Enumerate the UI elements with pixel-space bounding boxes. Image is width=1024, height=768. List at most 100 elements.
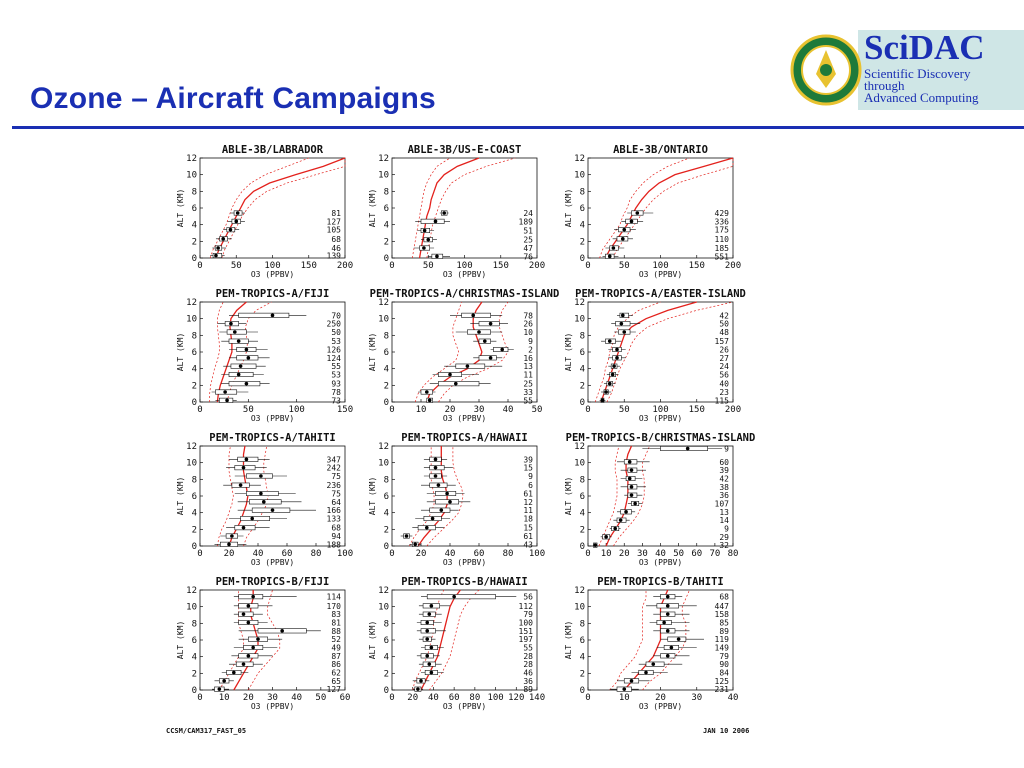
sample-count-label: 188: [327, 540, 342, 549]
sample-count-label: 43: [523, 540, 533, 549]
y-tick-label: 0: [192, 542, 197, 552]
y-tick-label: 4: [192, 365, 197, 375]
x-axis-label: O3 (PPBV): [443, 702, 486, 711]
sample-count-label: 110: [715, 235, 730, 244]
x-tick-label: 80: [728, 549, 739, 559]
sample-count-label: 64: [331, 498, 341, 507]
y-tick-label: 2: [580, 237, 585, 247]
sample-count-label: 149: [715, 644, 730, 653]
obs-median-marker: [621, 237, 625, 241]
y-tick-label: 12: [186, 442, 197, 452]
y-tick-label: 6: [580, 636, 585, 646]
sample-count-label: 56: [523, 593, 533, 602]
x-axis-label: O3 (PPBV): [639, 414, 682, 423]
footer-run-id: CCSM/CAM317_FAST_05: [166, 727, 247, 735]
sample-count-label: 36: [719, 491, 729, 500]
y-axis-label: ALT (KM): [368, 333, 377, 372]
obs-median-marker: [425, 620, 430, 625]
sample-count-label: 55: [523, 644, 533, 653]
model-range-line: [219, 590, 244, 691]
y-tick-label: 10: [378, 315, 389, 325]
x-tick-label: 20: [655, 693, 666, 703]
x-tick-label: 20: [224, 549, 235, 559]
y-axis-label: ALT (KM): [368, 621, 377, 660]
model-range-line: [606, 301, 734, 403]
obs-median-marker: [612, 364, 616, 368]
model-range-line: [594, 301, 661, 403]
obs-median-marker: [425, 629, 430, 633]
y-axis-label: ALT (KM): [176, 621, 185, 660]
sample-count-label: 38: [719, 483, 729, 492]
sample-count-label: 26: [523, 320, 533, 329]
logo-tagline-line: through: [864, 78, 905, 93]
x-tick-label: 80: [503, 549, 514, 559]
sample-count-label: 28: [523, 660, 533, 669]
y-tick-label: 8: [580, 475, 585, 485]
y-axis-label: ALT (KM): [176, 477, 185, 516]
obs-box: [426, 594, 496, 600]
obs-median-marker: [622, 330, 627, 334]
sample-count-label: 39: [523, 455, 533, 464]
obs-median-marker: [246, 604, 251, 608]
y-tick-label: 12: [378, 154, 389, 164]
y-tick-label: 8: [384, 331, 389, 341]
obs-median-marker: [270, 313, 275, 318]
y-tick-label: 12: [378, 442, 389, 452]
obs-median-marker: [618, 518, 623, 522]
obs-median-marker: [607, 339, 612, 343]
x-tick-label: 20: [619, 549, 630, 559]
y-tick-label: 0: [192, 686, 197, 696]
x-tick-label: 140: [529, 693, 545, 703]
sample-count-label: 73: [331, 396, 341, 405]
sample-count-label: 6: [528, 481, 533, 490]
y-tick-label: 8: [192, 475, 197, 485]
obs-median-marker: [607, 381, 612, 386]
sample-count-label: 79: [719, 652, 729, 661]
x-axis-label: O3 (PPBV): [639, 558, 682, 567]
sample-count-label: 114: [327, 593, 342, 602]
obs-median-marker: [448, 500, 452, 504]
x-tick-label: 60: [282, 549, 293, 559]
x-tick-label: 10: [416, 405, 427, 415]
x-tick-label: 100: [529, 549, 545, 559]
obs-median-marker: [613, 526, 617, 531]
x-tick-label: 0: [585, 549, 590, 559]
x-tick-label: 200: [337, 261, 353, 271]
model-range-line: [429, 589, 480, 691]
obs-median-marker: [225, 398, 229, 403]
sample-count-label: 27: [719, 354, 729, 363]
model-range-line: [613, 445, 650, 547]
obs-median-marker: [422, 246, 426, 250]
obs-median-marker: [238, 364, 243, 368]
sample-count-label: 133: [327, 515, 342, 524]
obs-median-marker: [227, 542, 231, 547]
obs-median-marker: [633, 501, 637, 506]
x-tick-label: 0: [389, 693, 394, 703]
ozone-profile-chart: PEM-TROPICS-B/CHRISTMAS-ISLAND 0 2 4 6 8 10 12 0…: [564, 432, 755, 567]
obs-median-marker: [244, 457, 249, 462]
obs-median-marker: [433, 474, 438, 478]
obs-median-marker: [244, 347, 249, 352]
x-tick-label: 100: [289, 405, 305, 415]
y-tick-label: 8: [580, 187, 585, 197]
x-tick-label: 0: [585, 693, 590, 703]
y-axis-label: ALT (KM): [176, 189, 185, 228]
obs-median-marker: [665, 612, 670, 616]
sample-count-label: 24: [719, 362, 729, 371]
sample-count-label: 189: [519, 217, 534, 226]
sample-count-label: 89: [719, 627, 729, 636]
y-tick-label: 10: [574, 171, 585, 181]
y-tick-label: 10: [378, 171, 389, 181]
obs-box: [238, 594, 264, 600]
model-range-line: [409, 446, 435, 547]
y-tick-label: 4: [192, 509, 197, 519]
y-tick-label: 2: [580, 381, 585, 391]
sample-count-label: 16: [523, 354, 533, 363]
scidac-logo-banner: [858, 30, 1024, 110]
x-tick-label: 80: [469, 693, 480, 703]
sample-count-label: 347: [327, 455, 342, 464]
obs-median-marker: [436, 483, 441, 487]
sample-count-label: 87: [331, 652, 341, 661]
sample-count-label: 49: [331, 644, 341, 653]
